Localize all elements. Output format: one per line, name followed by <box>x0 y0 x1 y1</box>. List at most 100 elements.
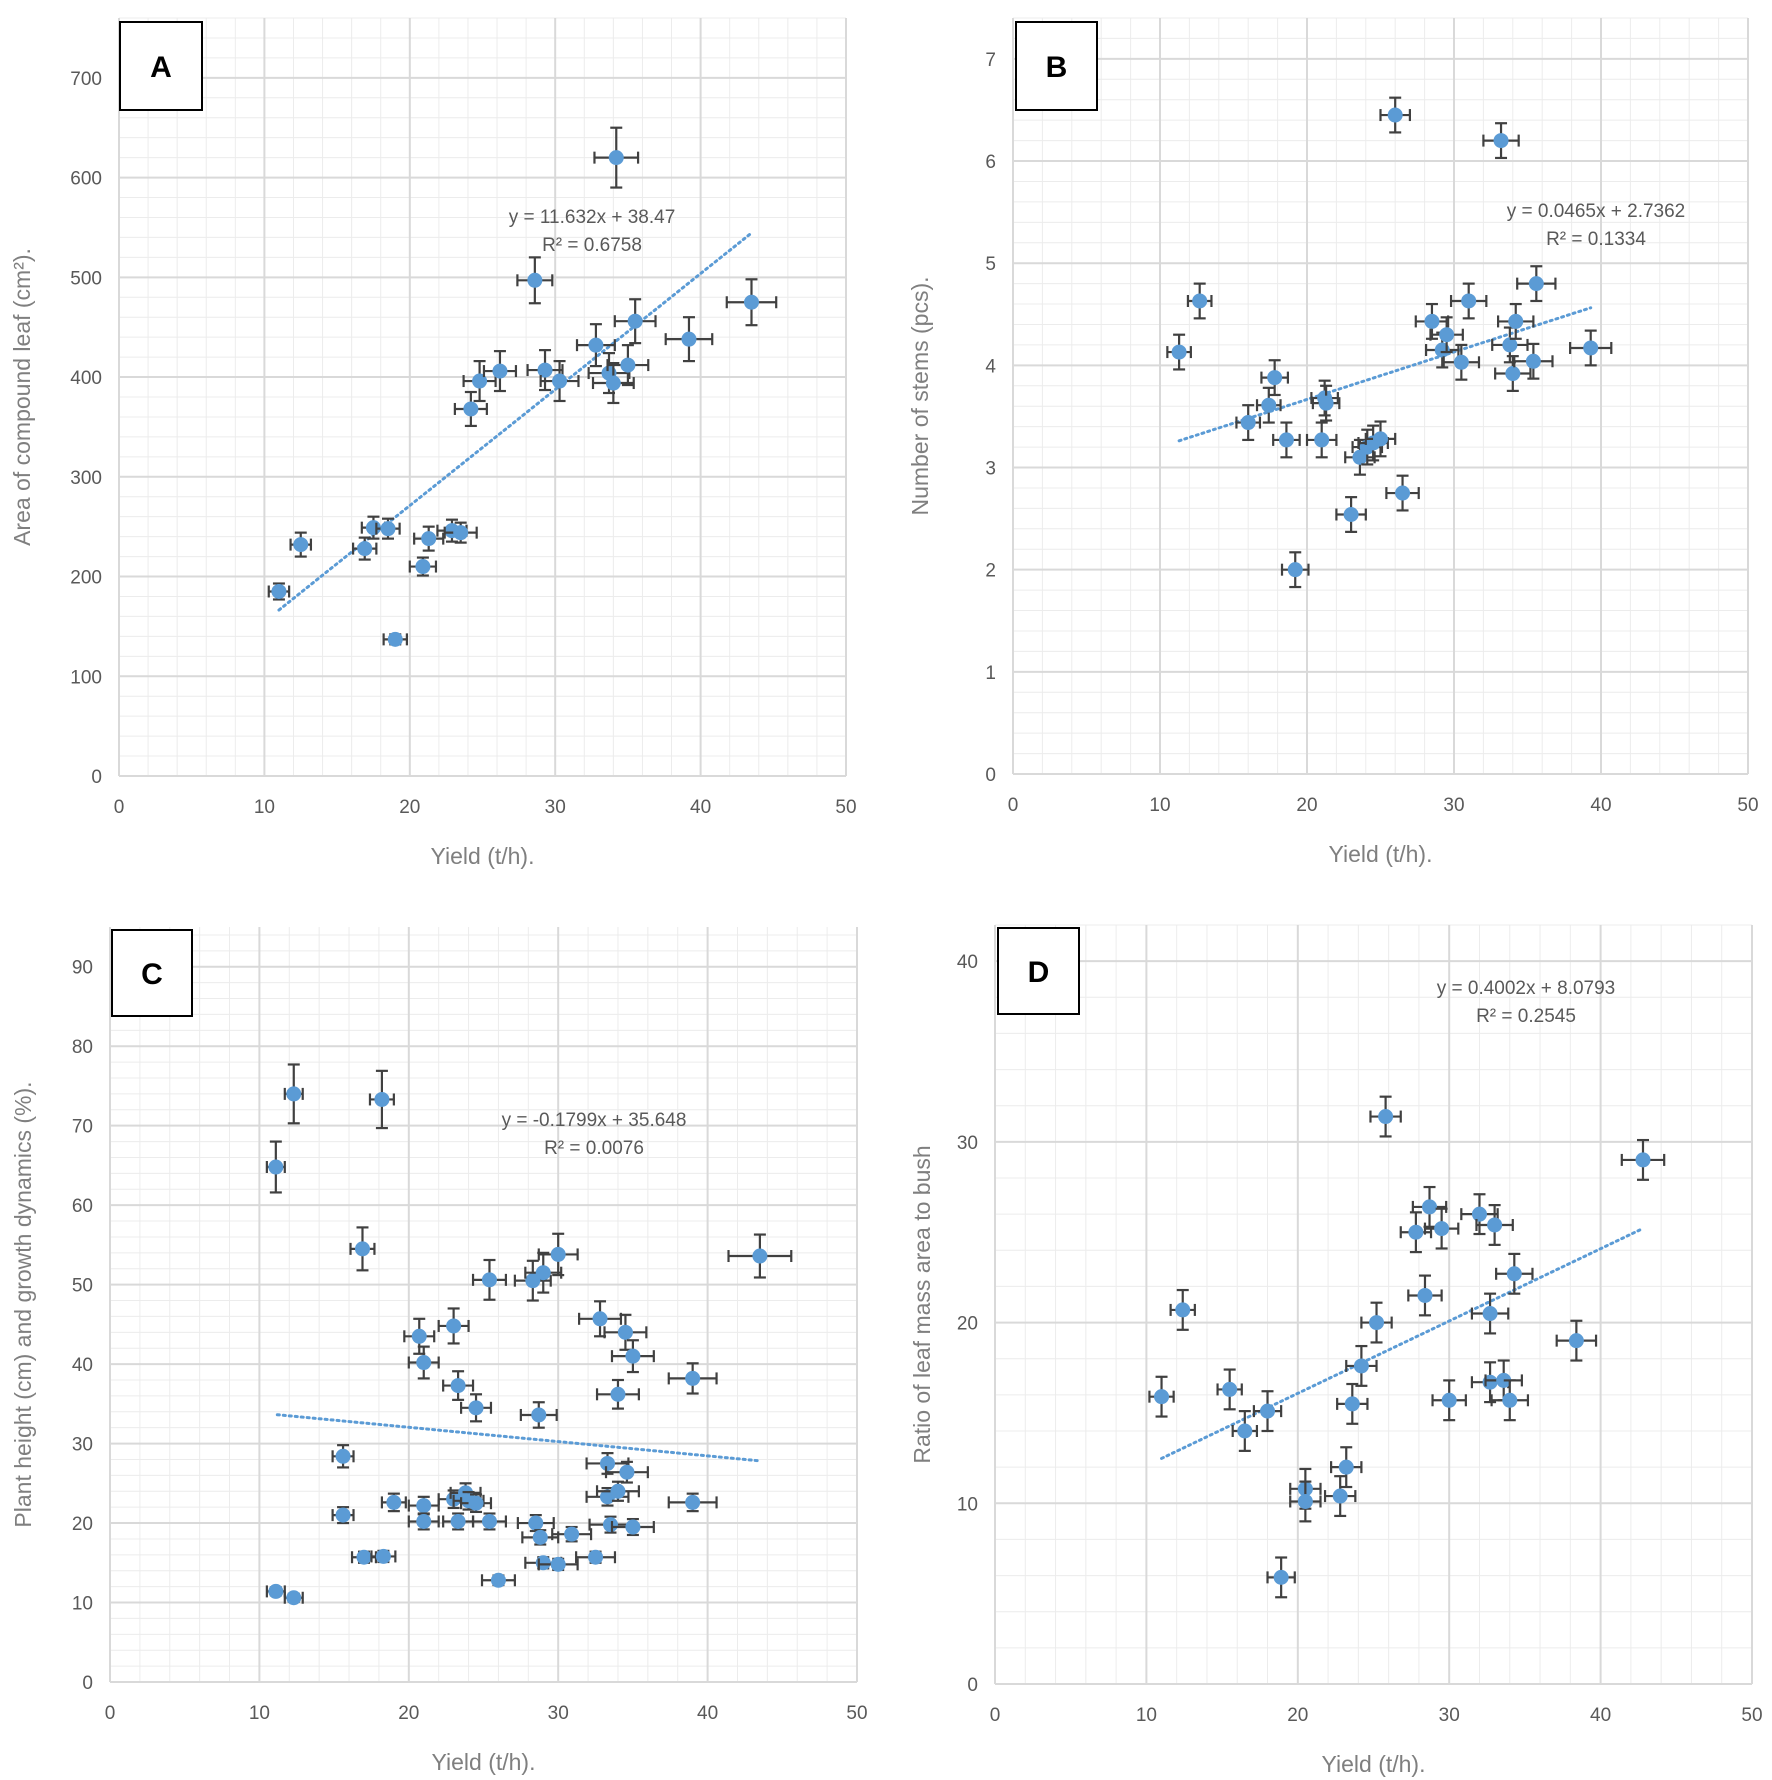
data-point <box>1525 353 1541 369</box>
data-point <box>1314 432 1330 448</box>
data-point <box>1568 1333 1584 1349</box>
data-point <box>1273 1569 1289 1585</box>
data-point <box>415 559 431 575</box>
data-point <box>743 294 759 310</box>
x-tick-label: 20 <box>1287 1705 1308 1726</box>
data-point <box>1471 1206 1487 1222</box>
data-point <box>1267 370 1283 386</box>
data-point <box>625 1348 641 1364</box>
data-point <box>1439 327 1455 343</box>
data-point <box>1318 395 1334 411</box>
x-tick-label: 30 <box>545 797 566 818</box>
y-tick-label: 7 <box>985 50 996 71</box>
data-point <box>552 373 568 389</box>
y-tick-label: 700 <box>70 69 102 90</box>
data-point <box>357 541 373 557</box>
data-point <box>268 1583 284 1599</box>
data-point <box>1175 1302 1191 1318</box>
x-tick-label: 50 <box>835 797 856 818</box>
data-point <box>481 1513 497 1529</box>
data-point <box>1297 1493 1313 1509</box>
x-tick-label: 0 <box>1008 795 1019 816</box>
trend-r-squared: R² = 0.0076 <box>544 1138 644 1159</box>
data-point <box>535 1265 551 1281</box>
data-point <box>610 1483 626 1499</box>
y-tick-label: 300 <box>70 468 102 489</box>
panel-label-box <box>997 927 1080 1015</box>
error-bar <box>1266 1556 1296 1599</box>
data-point <box>1487 1217 1503 1233</box>
data-point <box>602 1517 618 1533</box>
data-point <box>525 1273 541 1289</box>
data-point <box>1441 1392 1457 1408</box>
data-point <box>1240 415 1256 431</box>
panel-c: 0 10 20 30 40 50 0 10 20 30 40 50 60 70 80 90 Yield (t/h… <box>10 927 868 1775</box>
x-tick-label: 0 <box>114 797 125 818</box>
data-point <box>1260 1403 1276 1419</box>
data-point <box>1287 562 1303 578</box>
data-point <box>293 537 309 553</box>
y-tick-label: 10 <box>72 1594 93 1615</box>
y-tick-label: 600 <box>70 169 102 190</box>
data-point <box>531 1407 547 1423</box>
data-point <box>446 1318 462 1334</box>
x-tick-label: 40 <box>697 1703 718 1724</box>
data-point <box>387 631 403 647</box>
y-tick-label: 500 <box>70 268 102 289</box>
data-point <box>1332 1488 1348 1504</box>
data-point <box>421 531 437 547</box>
data-point <box>588 337 604 353</box>
data-point <box>1502 1392 1518 1408</box>
data-point <box>610 1386 626 1402</box>
error-bar <box>1411 1185 1448 1228</box>
y-tick-label: 40 <box>72 1355 93 1376</box>
y-axis-label: Plant height (cm) and growth dynamics (%… <box>10 1081 36 1527</box>
data-point <box>450 1378 466 1394</box>
y-tick-label: 20 <box>957 1314 978 1335</box>
data-point <box>1237 1423 1253 1439</box>
data-point <box>1461 293 1477 309</box>
y-tick-label: 30 <box>72 1435 93 1456</box>
x-tick-label: 40 <box>1590 795 1611 816</box>
data-point <box>685 1494 701 1510</box>
data-point <box>528 1515 544 1531</box>
panel-label: D <box>1028 956 1050 989</box>
x-tick-label: 10 <box>1149 795 1170 816</box>
trend-r-squared: R² = 0.2545 <box>1476 1006 1576 1027</box>
data-point <box>1496 1372 1512 1388</box>
data-point <box>1635 1152 1651 1168</box>
major-grid <box>109 927 858 1683</box>
data-point <box>453 525 469 541</box>
data-point <box>380 521 396 537</box>
data-point <box>1482 1306 1498 1322</box>
data-point <box>627 313 643 329</box>
data-point <box>356 1549 372 1565</box>
x-tick-label: 30 <box>548 1703 569 1724</box>
y-tick-label: 3 <box>985 459 996 480</box>
data-point <box>416 1498 432 1514</box>
error-bar <box>1449 282 1488 320</box>
data-point <box>335 1448 351 1464</box>
trendline <box>275 1413 762 1463</box>
y-tick-label: 70 <box>72 1117 93 1138</box>
data-point <box>490 1572 506 1588</box>
data-point <box>1344 1396 1360 1412</box>
trend-r-squared: R² = 0.1334 <box>1546 229 1646 250</box>
data-point <box>620 357 636 373</box>
data-point <box>550 1556 566 1572</box>
data-point <box>271 583 287 599</box>
data-point <box>1417 1287 1433 1303</box>
data-point <box>1424 313 1440 329</box>
major-grid <box>118 18 847 777</box>
y-axis-label: Number of stems (pcs). <box>907 277 933 516</box>
error-bar <box>1260 359 1289 397</box>
data-point <box>1505 366 1521 382</box>
data-point <box>527 272 543 288</box>
data-point <box>375 1548 391 1564</box>
x-tick-label: 20 <box>399 797 420 818</box>
data-point <box>416 1513 432 1529</box>
minor-grid <box>118 17 847 777</box>
data-point <box>1261 397 1277 413</box>
data-point <box>685 1370 701 1386</box>
x-tick-label: 40 <box>690 797 711 818</box>
